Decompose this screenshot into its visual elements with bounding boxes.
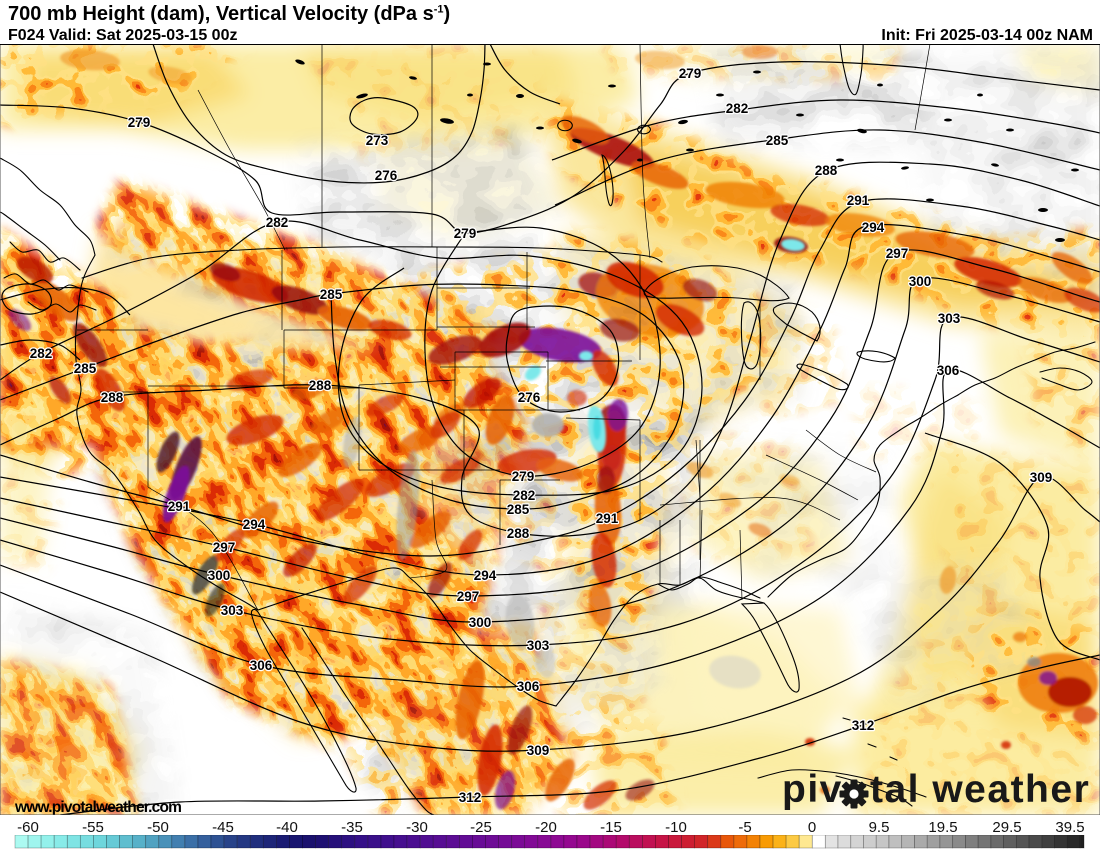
svg-text:288: 288 [815,163,838,178]
svg-text:piv: piv [782,768,843,811]
svg-text:285: 285 [320,287,343,302]
svg-text:300: 300 [208,568,231,583]
svg-text:303: 303 [221,603,244,618]
svg-text:300: 300 [909,274,932,289]
svg-text:276: 276 [375,168,398,183]
svg-text:291: 291 [847,193,870,208]
svg-text:288: 288 [507,526,530,541]
svg-text:288: 288 [309,378,332,393]
svg-text:282: 282 [513,488,536,503]
svg-text:282: 282 [30,346,53,361]
svg-text:294: 294 [474,568,497,583]
svg-text:276: 276 [518,390,541,405]
svg-text:279: 279 [454,226,477,241]
svg-text:279: 279 [128,115,151,130]
svg-text:309: 309 [1030,470,1053,485]
svg-text:279: 279 [512,469,535,484]
svg-text:tal weather: tal weather [870,768,1090,811]
svg-text:297: 297 [886,246,909,261]
svg-text:300: 300 [469,615,492,630]
svg-text:285: 285 [507,502,530,517]
svg-text:306: 306 [250,658,273,673]
svg-text:285: 285 [766,133,789,148]
svg-text:279: 279 [679,66,702,81]
svg-text:312: 312 [852,718,875,733]
svg-text:291: 291 [596,511,619,526]
svg-text:309: 309 [527,743,550,758]
svg-text:303: 303 [938,311,961,326]
svg-text:306: 306 [517,679,540,694]
svg-text:282: 282 [726,101,749,116]
svg-text:297: 297 [213,540,236,555]
svg-text:www.pivotalweather.com: www.pivotalweather.com [14,799,181,815]
svg-text:294: 294 [862,220,885,235]
svg-text:312: 312 [459,790,482,805]
svg-text:282: 282 [266,215,289,230]
svg-text:273: 273 [366,133,389,148]
svg-text:291: 291 [168,499,191,514]
svg-text:297: 297 [457,589,480,604]
svg-text:306: 306 [937,363,960,378]
svg-text:303: 303 [527,638,550,653]
svg-text:285: 285 [74,361,97,376]
svg-text:288: 288 [101,390,124,405]
svg-text:294: 294 [243,517,266,532]
